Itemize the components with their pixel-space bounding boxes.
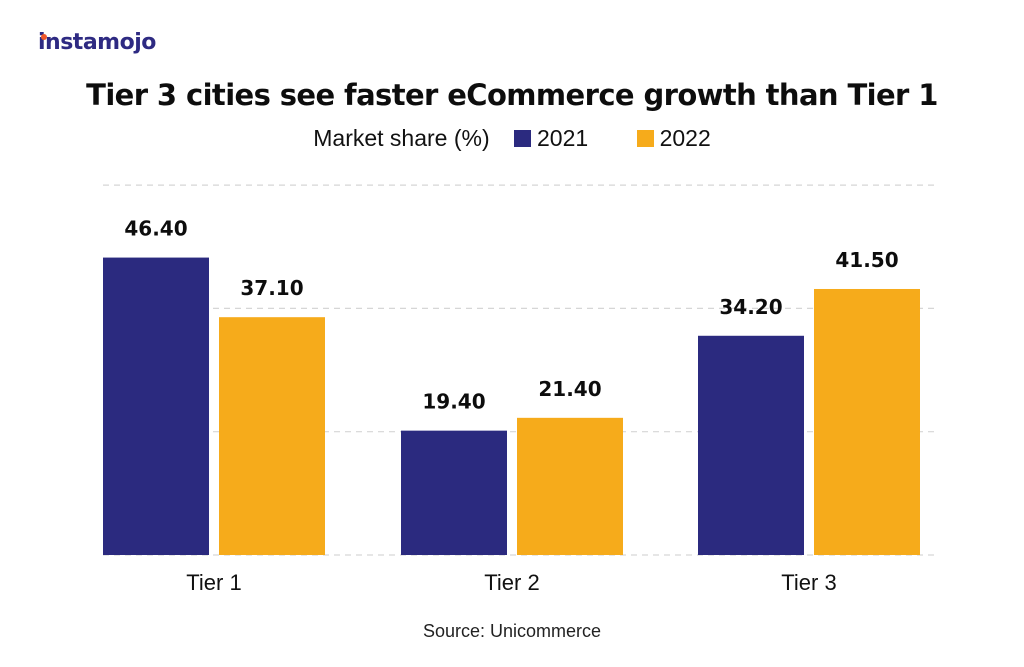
legend-swatch-2022 xyxy=(636,130,654,148)
bar-2021-tier-2 xyxy=(401,430,507,555)
bar-2022-tier-2 xyxy=(517,417,623,555)
logo-dot-icon xyxy=(41,34,47,40)
x-tick-label: Tier 1 xyxy=(186,570,241,595)
data-label: 37.10 xyxy=(240,276,303,300)
chart-legend: Market share (%) 2021 2022 xyxy=(0,124,1024,152)
data-label: 19.40 xyxy=(422,390,485,414)
bar-2022-tier-1 xyxy=(219,317,325,555)
bar-2022-tier-3 xyxy=(814,288,920,555)
legend-entry-2021: 2021 xyxy=(537,125,589,152)
data-label: 21.40 xyxy=(538,377,601,401)
bar-2021-tier-3 xyxy=(698,335,804,555)
data-label: 41.50 xyxy=(835,248,898,272)
bar-2021-tier-1 xyxy=(103,257,209,555)
x-tick-label: Tier 2 xyxy=(484,570,539,595)
data-label: 46.40 xyxy=(124,217,187,241)
source-note: Source: Unicommerce xyxy=(422,621,602,641)
chart-title: Tier 3 cities see faster eCommerce growt… xyxy=(86,78,938,112)
x-tick-label: Tier 3 xyxy=(781,570,836,595)
legend-entry-2022: 2022 xyxy=(659,125,711,152)
legend-label: Market share (%) xyxy=(313,125,490,152)
instamojo-logo: instamojo xyxy=(38,30,156,55)
legend-swatch-2021 xyxy=(514,130,532,148)
data-label: 34.20 xyxy=(719,295,782,319)
